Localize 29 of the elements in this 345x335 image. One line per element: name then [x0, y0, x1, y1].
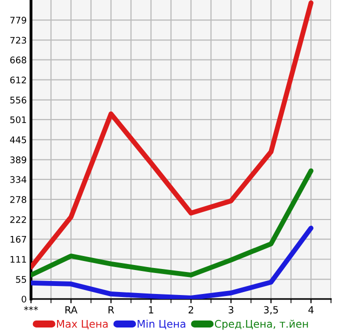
y-tick-label: 389: [10, 156, 26, 164]
legend-label: Сред.Цена, т.йен: [214, 320, 308, 330]
x-tick-label: 3,5: [264, 306, 278, 314]
y-tick-label: 445: [10, 136, 26, 144]
y-tick-label: 278: [10, 196, 26, 204]
legend-label: Max Цена: [57, 320, 108, 330]
y-tick-label: 111: [10, 256, 26, 263]
y-tick-label: 779: [10, 16, 26, 24]
y-tick-label: 668: [10, 56, 26, 64]
y-tick-label: 222: [10, 216, 26, 223]
y-tick-label: 501: [10, 116, 26, 124]
x-tick-label: R: [108, 306, 114, 314]
y-tick-label: 167: [10, 236, 26, 243]
y-tick-label: 556: [10, 96, 26, 104]
legend-label: Min Цена: [138, 320, 186, 330]
y-tick-label: 334: [10, 176, 26, 183]
line-series: [31, 0, 314, 270]
line-series: [31, 226, 314, 299]
y-tick-label: 723: [10, 36, 26, 44]
y-tick-label: 0: [22, 296, 26, 303]
x-tick-label: 1: [148, 306, 154, 314]
x-tick-label: RA: [65, 306, 78, 314]
x-tick-label: 4: [308, 306, 314, 314]
x-tick-label: 3: [228, 306, 234, 314]
x-tick-label: ***: [24, 306, 38, 311]
line-series: [31, 168, 314, 278]
y-tick-label: 55: [16, 276, 26, 283]
y-tick-label: 612: [10, 76, 26, 84]
x-tick-label: 2: [188, 306, 194, 314]
